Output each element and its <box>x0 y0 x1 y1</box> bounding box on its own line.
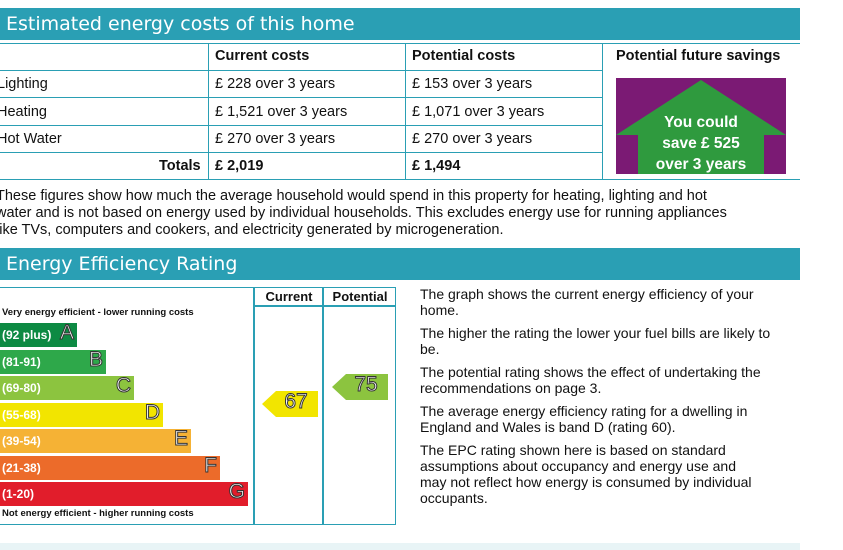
explanation-line: The potential rating shows the effect of… <box>420 364 761 380</box>
costs-note-line: These figures show how much the average … <box>0 188 707 204</box>
footer-strip <box>0 543 800 550</box>
header-current-costs: Current costs <box>215 48 310 64</box>
rating-band-d: (55-68) D <box>0 400 163 427</box>
row-potential-hot-water: £ 270 over 3 years <box>412 131 533 147</box>
explanation-line: recommendations on page 3. <box>420 380 602 396</box>
rating-col-line <box>322 288 324 524</box>
row-label-heating: Heating <box>0 104 47 120</box>
table-header-line <box>0 70 602 71</box>
savings-arrow-icon <box>616 80 786 174</box>
table-col-line <box>208 43 209 180</box>
rating-band-range: (81-91) <box>2 354 41 369</box>
savings-line-3: over 3 years <box>655 156 747 173</box>
rating-col-line <box>253 288 255 524</box>
rating-header-line <box>253 305 395 307</box>
rating-top-caption: Very energy efficient - lower running co… <box>2 307 194 318</box>
row-potential-heating: £ 1,071 over 3 years <box>412 104 545 120</box>
explanation-line: The EPC rating shown here is based on st… <box>420 442 726 458</box>
rating-band-range: (21-38) <box>2 460 41 475</box>
rating-band-letter: B <box>88 347 103 371</box>
potential-rating-value: 75 <box>354 373 378 397</box>
rating-bars: (92 plus) A (81-91) B (69-80) C (55-68) D (39-54… <box>0 321 250 508</box>
rating-band-letter: D <box>144 400 160 424</box>
rating-band-g: (1-20) G <box>0 480 248 506</box>
row-current-hot-water: £ 270 over 3 years <box>215 131 336 147</box>
rating-band-b: (81-91) B <box>0 347 106 374</box>
rating-band-letter: G <box>228 480 245 504</box>
costs-note-line: like TVs, computers and cookers, and ele… <box>0 222 504 238</box>
rating-band-c: (69-80) C <box>0 374 134 400</box>
table-top-line <box>0 43 800 44</box>
explanation-paragraph: The potential rating shows the effect of… <box>420 364 810 396</box>
explanation-paragraph: The EPC rating shown here is based on st… <box>420 442 810 506</box>
explanation-line: assumptions about occupancy and energy u… <box>420 458 736 474</box>
potential-rating-arrow: 75 <box>332 373 388 405</box>
header-potential-costs: Potential costs <box>412 48 516 64</box>
table-col-line <box>405 43 406 180</box>
totals-label: Totals <box>159 158 201 174</box>
row-current-heating: £ 1,521 over 3 years <box>215 104 348 120</box>
potential-rating-arrow-icon <box>332 374 388 400</box>
rating-col-potential: Potential <box>332 289 388 304</box>
rating-chart: Current Potential Very energy efficient … <box>0 287 396 525</box>
explanation-paragraph: The average energy efficiency rating for… <box>420 403 810 435</box>
rating-band-a: (92 plus) A <box>0 321 77 347</box>
row-potential-lighting: £ 153 over 3 years <box>412 76 533 92</box>
rating-col-current: Current <box>265 289 313 304</box>
table-row-line <box>0 152 602 153</box>
explanation-line: occupants. <box>420 490 488 506</box>
rating-explanations: The graph shows the current energy effic… <box>420 286 810 506</box>
rating-bottom-caption: Not energy efficient - higher running co… <box>2 508 194 519</box>
explanation-line: The higher the rating the lower your fue… <box>420 325 771 341</box>
explanation-line: home. <box>420 302 459 318</box>
energy-rating-title: Energy Efficiency Rating <box>0 248 800 280</box>
savings-box: You could save £ 525 over 3 years <box>616 78 786 174</box>
totals-potential: £ 1,494 <box>412 158 461 174</box>
costs-note-line: water and is not based on energy used by… <box>0 205 727 221</box>
explanation-line: may not reflect how energy is consumed b… <box>420 474 752 490</box>
rating-band-range: (92 plus) <box>2 328 52 342</box>
rating-band-range: (55-68) <box>2 407 41 422</box>
current-rating-value: 67 <box>284 390 308 414</box>
rating-band-range: (1-20) <box>2 487 35 501</box>
savings-line-1: You could <box>664 114 738 131</box>
explanation-paragraph: The higher the rating the lower your fue… <box>420 325 810 357</box>
rating-band-letter: C <box>115 374 131 398</box>
rating-band-e: (39-54) E <box>0 427 191 453</box>
costs-note: These figures show how much the average … <box>0 188 800 239</box>
table-col-line <box>602 43 603 180</box>
row-label-lighting: Lighting <box>0 76 48 92</box>
energy-costs-title: Estimated energy costs of this home <box>0 8 800 40</box>
rating-band-letter: A <box>59 321 74 345</box>
row-current-lighting: £ 228 over 3 years <box>215 76 336 92</box>
explanation-line: The graph shows the current energy effic… <box>420 286 754 302</box>
rating-band-range: (39-54) <box>2 434 41 448</box>
current-rating-arrow: 67 <box>262 390 318 422</box>
header-potential-savings: Potential future savings <box>616 48 781 64</box>
rating-band-f: (21-38) F <box>0 453 220 480</box>
rating-band-letter: F <box>204 453 218 477</box>
explanation-line: England and Wales is band D (rating 60). <box>420 419 676 435</box>
explanation-line: be. <box>420 341 440 357</box>
explanation-line: The average energy efficiency rating for… <box>420 403 748 419</box>
row-label-hot-water: Hot Water <box>0 131 62 147</box>
table-row-line <box>0 97 602 98</box>
current-rating-arrow-icon <box>262 391 318 417</box>
rating-band-letter: E <box>173 427 188 451</box>
explanation-paragraph: The graph shows the current energy effic… <box>420 286 810 318</box>
totals-current: £ 2,019 <box>215 158 264 174</box>
table-bottom-line <box>0 179 800 180</box>
rating-band-range: (69-80) <box>2 381 41 395</box>
savings-line-2: save £ 525 <box>662 135 740 152</box>
table-row-line <box>0 125 602 126</box>
